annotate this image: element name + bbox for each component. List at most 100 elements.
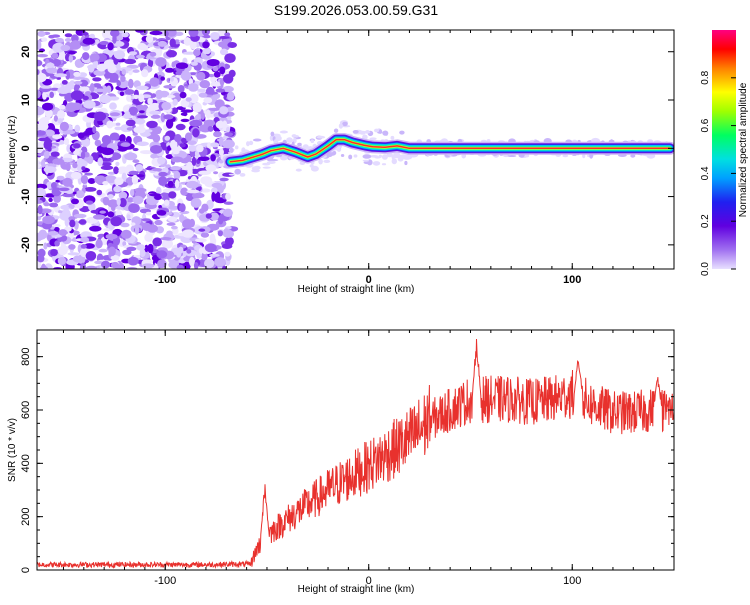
- noise-blob: [227, 91, 235, 101]
- noise-blob: [210, 77, 216, 83]
- noise-blob: [165, 67, 175, 73]
- noise-blob: [57, 86, 70, 94]
- noise-blob: [150, 145, 163, 154]
- noise-blob: [41, 116, 52, 121]
- noise-blob: [128, 203, 140, 214]
- noise-blob: [193, 49, 201, 57]
- noise-blob: [132, 195, 144, 205]
- haze-blob: [229, 147, 234, 154]
- noise-blob: [204, 243, 217, 253]
- noise-blob: [43, 242, 48, 250]
- noise-blob: [200, 232, 210, 238]
- noise-blob: [94, 88, 107, 93]
- haze-blob: [280, 155, 288, 161]
- haze-blob: [562, 154, 569, 158]
- haze-blob: [275, 135, 282, 142]
- noise-blob: [110, 255, 120, 261]
- noise-blob: [132, 147, 139, 152]
- noise-blob: [37, 72, 47, 83]
- noise-blob: [223, 228, 230, 233]
- noise-blob: [161, 101, 172, 111]
- haze-blob: [342, 121, 348, 127]
- noise-blob: [140, 150, 153, 155]
- noise-blob: [155, 89, 164, 100]
- noise-blob: [174, 179, 180, 189]
- noise-blob: [121, 68, 127, 75]
- noise-blob: [49, 91, 54, 99]
- noise-blob: [119, 134, 126, 143]
- noise-blob: [53, 194, 61, 203]
- noise-blob: [184, 132, 193, 142]
- noise-blob: [68, 204, 75, 209]
- noise-blob: [202, 47, 211, 55]
- haze-blob: [302, 144, 309, 150]
- noise-blob: [199, 80, 211, 89]
- noise-blob: [223, 74, 234, 84]
- noise-blob: [114, 177, 124, 186]
- noise-blob: [81, 138, 91, 147]
- noise-blob: [135, 164, 144, 172]
- colorbar: 0.0 0.2 0.4 0.6 0.8 Normalized spectral ampl…: [700, 30, 749, 276]
- spectrogram-y-tick-label: -20: [20, 237, 32, 253]
- noise-blob: [83, 243, 95, 249]
- haze-blob: [391, 158, 397, 165]
- haze-blob: [270, 131, 275, 137]
- noise-blob: [151, 93, 157, 98]
- noise-blob: [132, 69, 140, 73]
- noise-blob: [113, 41, 125, 47]
- noise-blob: [160, 112, 166, 123]
- chart-title: S199.2026.053.00.59.G31: [274, 2, 438, 18]
- noise-blob: [187, 166, 193, 177]
- noise-blob: [147, 97, 153, 105]
- noise-blob: [204, 258, 215, 269]
- haze-blob: [486, 139, 491, 143]
- noise-blob: [89, 53, 100, 62]
- noise-blob: [43, 139, 53, 150]
- noise-blob: [190, 198, 202, 208]
- colorbar-tick-label: 0.6: [700, 118, 711, 132]
- noise-blob: [183, 37, 192, 46]
- noise-blob: [80, 236, 90, 243]
- noise-blob: [189, 93, 199, 104]
- noise-blob: [219, 66, 226, 75]
- noise-blob: [136, 141, 149, 147]
- noise-blob: [81, 166, 86, 171]
- haze-blob: [439, 139, 448, 143]
- noise-blob: [51, 52, 59, 59]
- noise-blob: [37, 106, 45, 116]
- noise-blob: [126, 246, 137, 251]
- colorbar-gradient: [712, 30, 736, 269]
- colorbar-label: Normalized spectral amplitude: [738, 82, 749, 217]
- noise-blob: [37, 59, 43, 67]
- noise-blob: [213, 71, 221, 78]
- noise-blob: [155, 57, 167, 67]
- noise-blob: [211, 182, 223, 188]
- noise-blob: [219, 48, 229, 56]
- noise-blob: [171, 146, 182, 152]
- noise-blob: [180, 109, 193, 113]
- noise-blob: [149, 51, 157, 57]
- noise-blob: [147, 58, 154, 68]
- noise-blob: [189, 39, 197, 50]
- noise-blob: [163, 199, 170, 206]
- noise-blob: [133, 94, 139, 100]
- noise-blob: [198, 170, 212, 176]
- noise-blob: [210, 154, 216, 162]
- spectrogram-plot-area: [37, 30, 674, 269]
- haze-blob: [262, 166, 271, 169]
- noise-blob: [222, 208, 233, 217]
- noise-blob: [94, 139, 102, 147]
- noise-blob: [37, 122, 49, 131]
- noise-blob: [73, 80, 83, 85]
- noise-blob: [127, 256, 139, 266]
- noise-blob: [137, 42, 147, 51]
- spectrogram-x-tick-label: 100: [563, 274, 581, 286]
- noise-blob: [168, 205, 180, 210]
- noise-blob: [113, 166, 119, 175]
- noise-blob: [87, 64, 95, 73]
- noise-blob: [182, 261, 191, 269]
- haze-blob: [352, 130, 359, 134]
- noise-blob: [202, 41, 210, 49]
- noise-blob: [206, 59, 220, 67]
